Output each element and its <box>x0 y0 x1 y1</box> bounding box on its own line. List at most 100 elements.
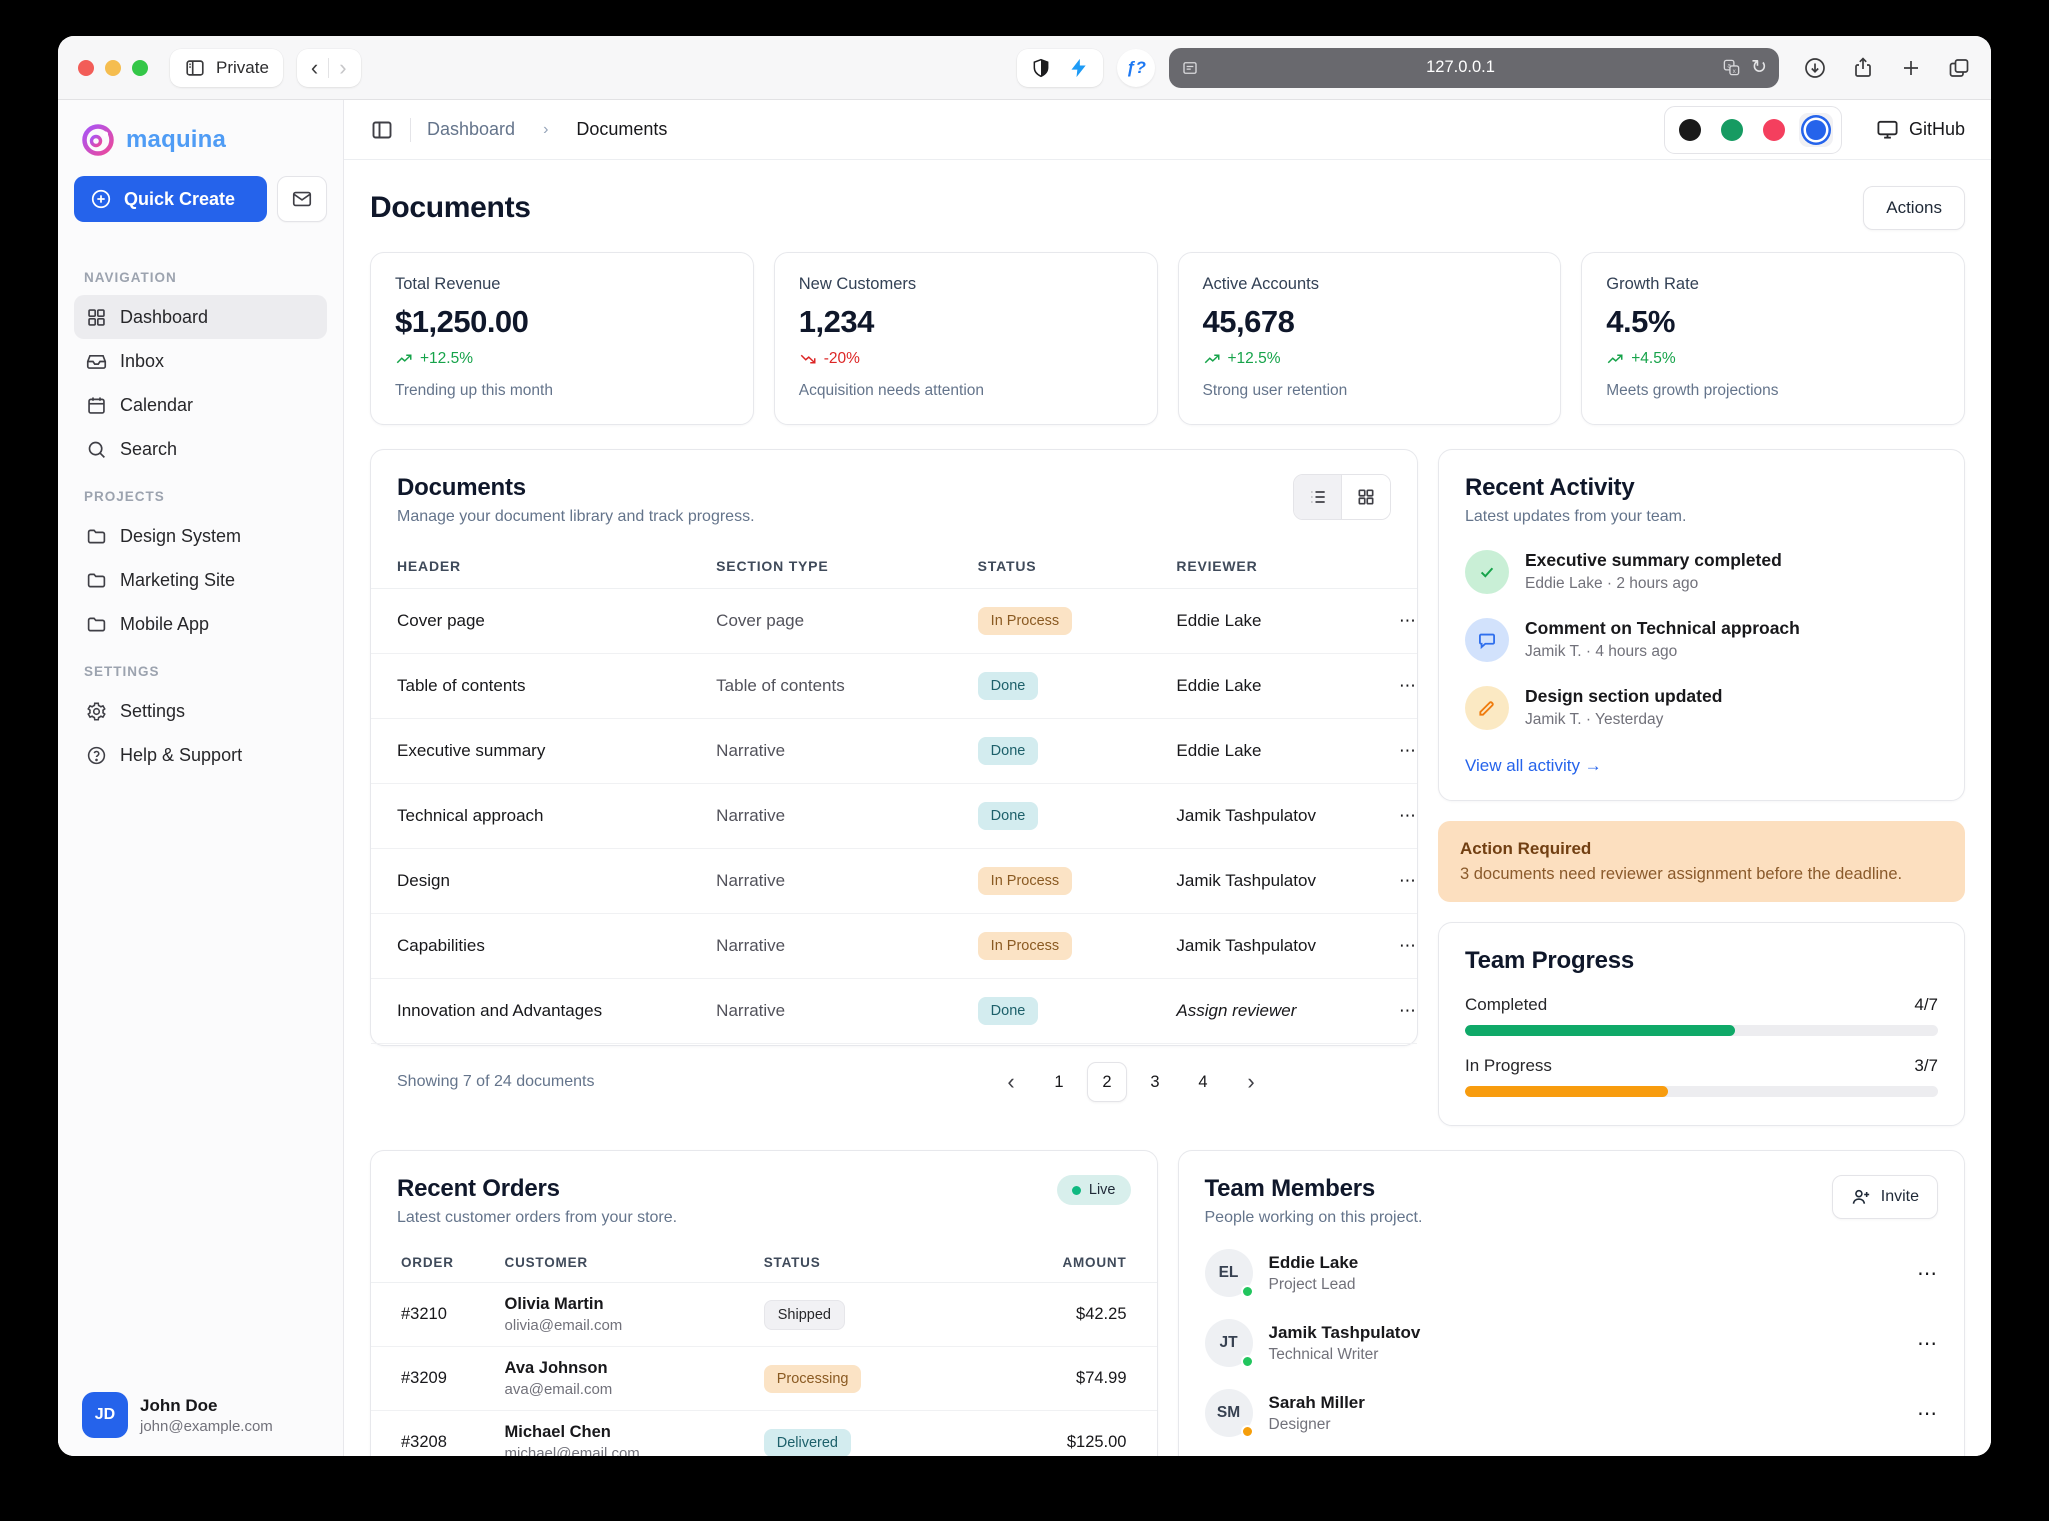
back-button[interactable]: ‹ <box>310 54 319 80</box>
sidebar-item-label: Design System <box>120 525 242 546</box>
theme-dot-green[interactable] <box>1720 118 1743 141</box>
tab-overview-icon[interactable] <box>1947 56 1971 80</box>
documents-card: Documents Manage your document library a… <box>370 449 1418 1102</box>
reload-icon[interactable]: ↻ <box>1751 57 1767 78</box>
downloads-icon[interactable] <box>1803 56 1827 80</box>
page-3-button[interactable]: 3 <box>1150 1072 1160 1091</box>
minimize-window-button[interactable] <box>105 59 121 76</box>
row-menu-button[interactable]: ⋯ <box>1343 653 1417 719</box>
status-badge: Processing <box>763 1364 862 1393</box>
sidebar-item-design-system[interactable]: Design System <box>74 514 327 558</box>
page-2-button[interactable]: 2 <box>1087 1062 1127 1102</box>
actions-button[interactable]: Actions <box>1863 186 1965 230</box>
assign-reviewer-link[interactable]: Assign reviewer <box>1176 978 1344 1044</box>
mail-button[interactable] <box>277 176 327 222</box>
sidebar-item-label: Dashboard <box>120 306 209 327</box>
stat-label: New Customers <box>798 275 917 293</box>
page-4-button[interactable]: 4 <box>1198 1072 1208 1091</box>
member-menu-button[interactable]: ⋯ <box>1917 1402 1938 1425</box>
table-row[interactable]: #3210 Olivia Martin olivia@email.com Ship… <box>371 1282 1157 1347</box>
recent-activity-subtitle: Latest updates from your team. <box>1465 508 1687 525</box>
invite-button[interactable]: Invite <box>1831 1175 1938 1219</box>
user-menu[interactable]: JD John Doe john@example.com <box>74 1382 327 1442</box>
sidebar-item-help-support[interactable]: Help & Support <box>74 733 327 777</box>
next-page-button[interactable]: › <box>1247 1069 1255 1094</box>
status-badge: Shipped <box>763 1299 845 1330</box>
sidebar-item-search[interactable]: Search <box>74 427 327 471</box>
table-row[interactable]: Design Narrative In Process Jamik Tashpu… <box>371 848 1417 914</box>
private-badge[interactable]: Private <box>170 48 283 87</box>
trending-down-icon <box>799 350 817 368</box>
avatar: EL <box>1204 1249 1254 1298</box>
row-menu-button[interactable]: ⋯ <box>1343 913 1417 979</box>
fx-icon: ƒ? <box>1126 57 1146 77</box>
table-row[interactable]: #3208 Michael Chen michael@email.com Deli… <box>371 1410 1157 1456</box>
trending-up-icon <box>1606 350 1624 368</box>
sidebar-item-inbox[interactable]: Inbox <box>74 339 327 383</box>
activity-title: Comment on Technical approach <box>1525 618 1800 638</box>
zoom-window-button[interactable] <box>132 59 148 76</box>
list-item: SM Sarah Miller Designer ⋯ <box>1204 1389 1939 1438</box>
share-icon[interactable] <box>1851 56 1875 80</box>
table-row[interactable]: Capabilities Narrative In Process Jamik … <box>371 913 1417 979</box>
sidebar-item-dashboard[interactable]: Dashboard <box>74 295 327 339</box>
svg-text:a: a <box>1727 63 1731 70</box>
table-row[interactable]: #3209 Ava Johnson ava@email.com Processin… <box>371 1346 1157 1411</box>
svg-text:x: x <box>1733 68 1737 75</box>
header-divider <box>410 117 411 142</box>
stat-value: $1,250.00 <box>395 304 529 339</box>
grid-view-button[interactable] <box>1342 475 1390 519</box>
lightning-extension-icon[interactable] <box>1069 58 1089 78</box>
breadcrumb-parent[interactable]: Dashboard <box>427 119 516 139</box>
function-extension-button[interactable]: ƒ? <box>1117 48 1155 87</box>
member-role: Project Lead <box>1268 1275 1356 1293</box>
sidebar-item-mobile-app[interactable]: Mobile App <box>74 602 327 646</box>
member-menu-button[interactable]: ⋯ <box>1917 1332 1938 1355</box>
list-view-button[interactable] <box>1294 475 1342 519</box>
row-menu-button[interactable]: ⋯ <box>1343 848 1417 914</box>
user-name: John Doe <box>140 1395 218 1415</box>
sidebar-item-settings[interactable]: Settings <box>74 689 327 733</box>
sidebar-collapse-button[interactable] <box>370 118 394 142</box>
view-all-activity-link[interactable]: View all activity → <box>1465 756 1602 775</box>
logo[interactable]: maquina <box>74 118 327 176</box>
user-plus-icon <box>1851 1187 1871 1207</box>
row-menu-button[interactable]: ⋯ <box>1343 718 1417 784</box>
page-title: Documents <box>370 191 531 224</box>
theme-dot-red[interactable] <box>1762 118 1785 141</box>
activity-meta: Eddie Lake · 2 hours ago <box>1525 575 1699 592</box>
col-amount: Amount <box>999 1243 1157 1283</box>
prev-page-button[interactable]: ‹ <box>1007 1069 1015 1094</box>
stat-card-active-accounts: Active Accounts 45,678 +12.5% Strong use… <box>1177 252 1562 425</box>
quick-create-button[interactable]: Quick Create <box>74 176 267 222</box>
sidebar-item-marketing-site[interactable]: Marketing Site <box>74 558 327 602</box>
table-row[interactable]: Technical approach Narrative Done Jamik … <box>371 783 1417 849</box>
theme-dot-black[interactable] <box>1678 118 1701 141</box>
close-window-button[interactable] <box>78 59 94 76</box>
stat-footnote: Meets growth projections <box>1606 382 1779 399</box>
shield-icon[interactable] <box>1031 58 1051 78</box>
table-row[interactable]: Cover page Cover page In Process Eddie L… <box>371 588 1417 654</box>
table-row[interactable]: Executive summary Narrative Done Eddie L… <box>371 718 1417 784</box>
customer-email: olivia@email.com <box>504 1317 623 1334</box>
member-menu-button[interactable]: ⋯ <box>1917 1262 1938 1285</box>
page-1-button[interactable]: 1 <box>1054 1072 1064 1091</box>
row-menu-button[interactable]: ⋯ <box>1343 978 1417 1044</box>
sidebar-item-calendar[interactable]: Calendar <box>74 383 327 427</box>
col-customer: Customer <box>504 1243 764 1283</box>
github-link[interactable]: GitHub <box>1876 118 1965 141</box>
theme-dot-blue[interactable] <box>1805 119 1826 140</box>
col-header: Header <box>371 544 717 589</box>
table-row[interactable]: Innovation and Advantages Narrative Done… <box>371 978 1417 1044</box>
row-menu-button[interactable]: ⋯ <box>1343 588 1417 654</box>
nav-divider <box>328 57 330 78</box>
new-tab-icon[interactable] <box>1899 56 1923 80</box>
customer-name: Michael Chen <box>504 1423 611 1441</box>
sidebar-toggle-icon <box>184 57 206 79</box>
row-menu-button[interactable]: ⋯ <box>1343 783 1417 849</box>
forward-button[interactable]: › <box>339 54 347 80</box>
table-row[interactable]: Table of contents Table of contents Done… <box>371 653 1417 719</box>
reader-icon[interactable] <box>1181 59 1199 77</box>
